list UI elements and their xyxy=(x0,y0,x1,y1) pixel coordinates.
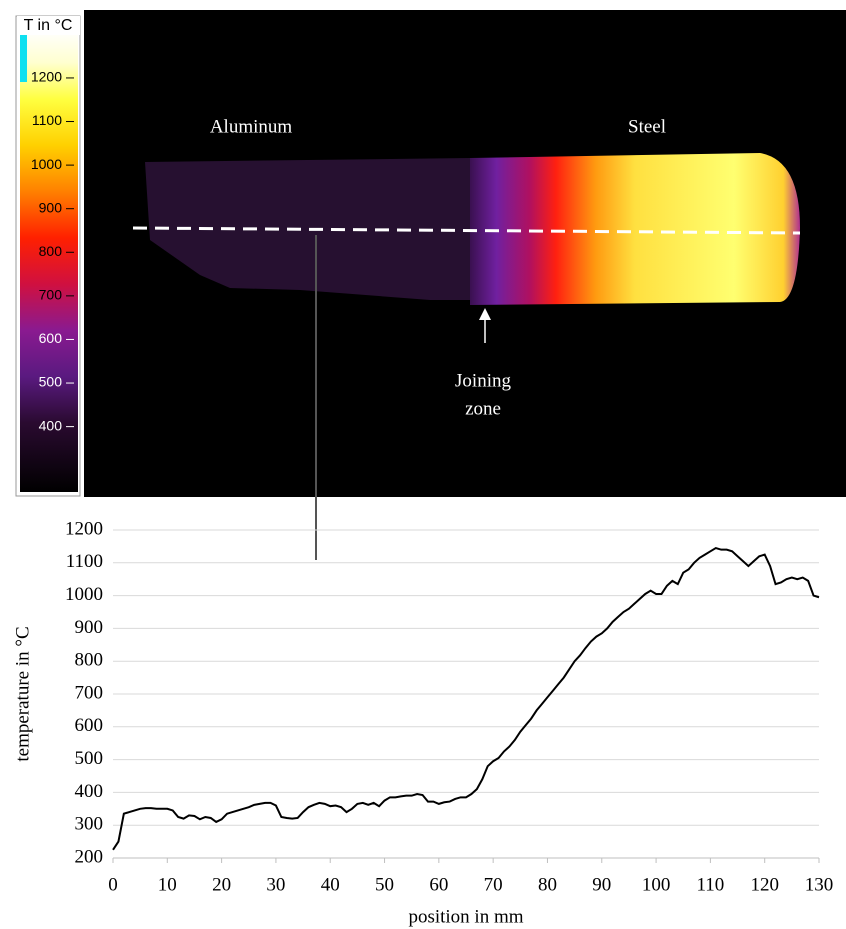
y-tick-label: 700 xyxy=(75,682,104,703)
colorbar-tick-label: 900 xyxy=(39,199,63,215)
annotation: Joining xyxy=(455,370,511,391)
y-tick-label: 900 xyxy=(75,617,104,638)
data-line xyxy=(113,548,819,850)
colorbar-tick-label: 600 xyxy=(39,330,63,346)
x-tick-label: 30 xyxy=(266,874,285,895)
colorbar-tick-label: 1000 xyxy=(31,156,62,172)
x-tick-label: 80 xyxy=(538,874,557,895)
x-axis-title: position in mm xyxy=(408,906,523,927)
x-tick-label: 40 xyxy=(321,874,340,895)
y-tick-label: 600 xyxy=(75,715,104,736)
x-tick-label: 110 xyxy=(696,874,724,895)
x-tick-label: 70 xyxy=(484,874,503,895)
region-label: Aluminum xyxy=(210,116,293,137)
x-tick-label: 50 xyxy=(375,874,394,895)
y-tick-label: 200 xyxy=(75,846,104,867)
x-tick-label: 90 xyxy=(592,874,611,895)
x-tick-label: 130 xyxy=(805,874,834,895)
y-tick-label: 400 xyxy=(75,781,104,802)
x-tick-label: 100 xyxy=(642,874,671,895)
x-tick-label: 10 xyxy=(158,874,177,895)
y-tick-label: 300 xyxy=(75,814,104,835)
steel-part xyxy=(470,153,800,305)
colorbar-tick-label: 500 xyxy=(39,374,63,390)
x-tick-label: 20 xyxy=(212,874,231,895)
y-tick-label: 800 xyxy=(75,650,104,671)
y-tick-label: 500 xyxy=(75,748,104,769)
colorbar-tick-label: 800 xyxy=(39,243,63,259)
x-tick-label: 60 xyxy=(429,874,448,895)
y-tick-label: 1200 xyxy=(65,518,103,539)
x-tick-label: 0 xyxy=(108,874,118,895)
thermal-image: Aluminum Steel Joining zone xyxy=(84,10,846,497)
y-tick-label: 1100 xyxy=(66,551,103,572)
colorbar-tick-label: 1200 xyxy=(31,69,62,85)
colorbar-cap xyxy=(20,34,27,82)
colorbar-tick-label: 1100 xyxy=(32,112,62,128)
region-label: Steel xyxy=(628,116,666,137)
colorbar-tick-label: 700 xyxy=(39,287,63,303)
x-tick-label: 120 xyxy=(750,874,779,895)
colorbar-title: T in °C xyxy=(24,17,73,34)
line-chart: position in mm temperature in °C 2003004… xyxy=(12,518,833,927)
annotation: zone xyxy=(465,398,501,419)
colorbar: T in °C 400 500 600 700 800 900 1000 1100 1200 xyxy=(16,16,80,496)
figure: Aluminum Steel Joining zone T in °C 4005… xyxy=(0,0,846,929)
y-tick-label: 1000 xyxy=(65,584,103,605)
colorbar-tick-label: 400 xyxy=(39,417,63,433)
y-axis-title: temperature in °C xyxy=(12,626,33,761)
